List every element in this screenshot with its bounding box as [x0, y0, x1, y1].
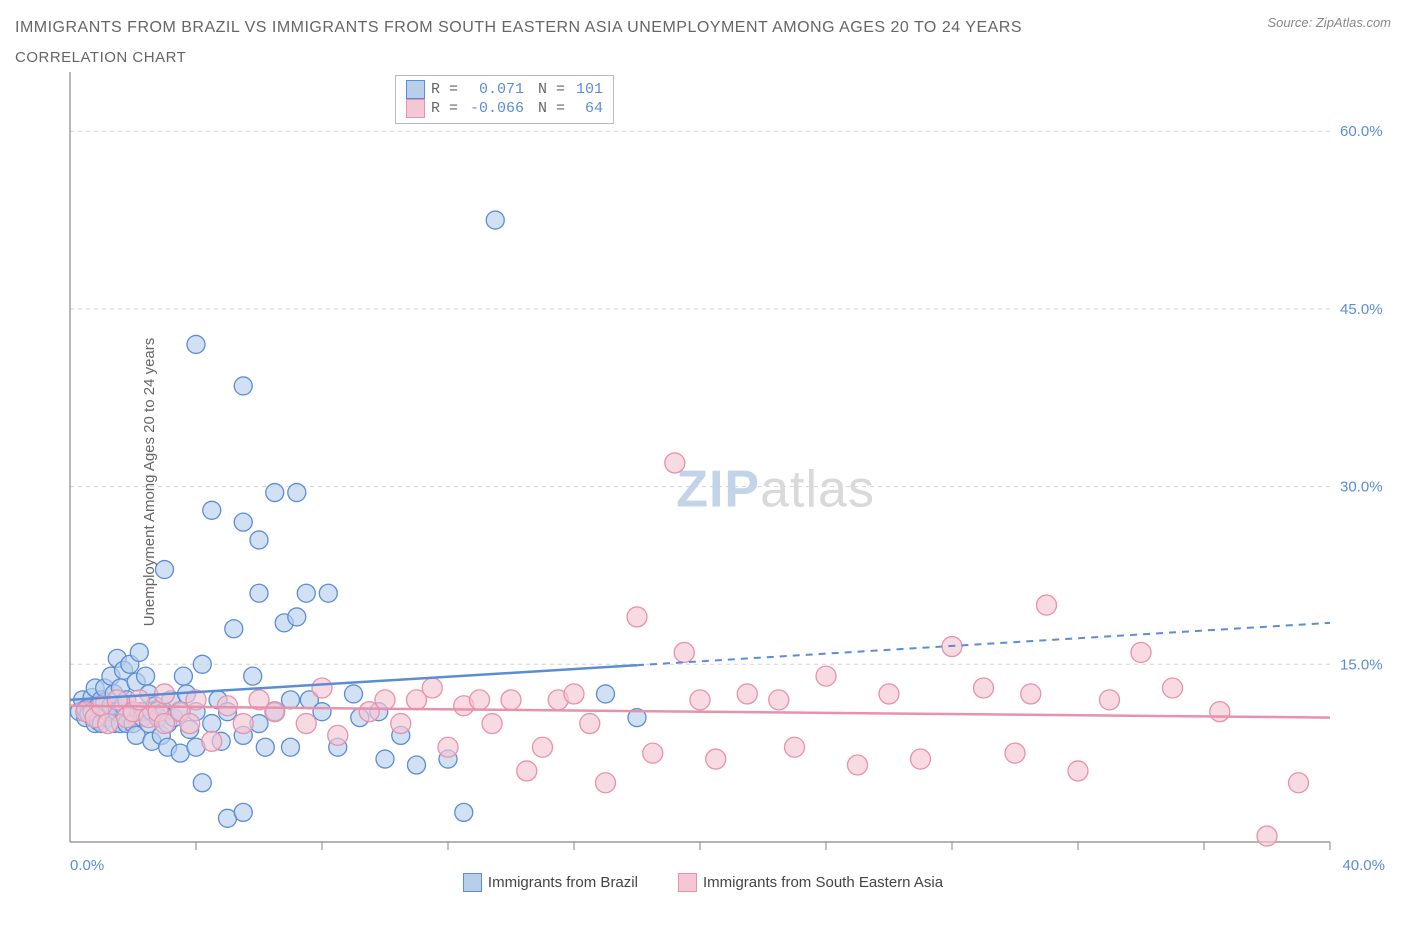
legend-item-series-2: Immigrants from South Eastern Asia: [678, 873, 943, 892]
series-legend: Immigrants from Brazil Immigrants from S…: [15, 873, 1391, 892]
svg-text:30.0%: 30.0%: [1340, 478, 1383, 495]
correlation-legend: R = 0.071 N = 101 R = -0.066 N = 64: [395, 75, 614, 124]
legend-row-series-2: R = -0.066 N = 64: [406, 99, 603, 119]
legend-n-label: N =: [538, 99, 565, 119]
legend-r-label: R =: [431, 99, 458, 119]
svg-text:ZIPatlas: ZIPatlas: [676, 460, 875, 518]
swatch-icon: [678, 873, 697, 892]
legend-r-value-2: -0.066: [464, 99, 524, 119]
swatch-icon: [406, 80, 425, 99]
legend-r-value-1: 0.071: [464, 80, 524, 100]
legend-n-value-2: 64: [571, 99, 603, 119]
scatter-svg: 15.0% 30.0% 45.0% 60.0% ZIPatlas 0.0% 40.0%: [15, 72, 1391, 892]
chart-title: IMMIGRANTS FROM BRAZIL VS IMMIGRANTS FRO…: [15, 15, 1022, 41]
legend-series-2-label: Immigrants from South Eastern Asia: [703, 874, 943, 891]
swatch-icon: [406, 99, 425, 118]
legend-r-label: R =: [431, 80, 458, 100]
legend-item-series-1: Immigrants from Brazil: [463, 873, 638, 892]
legend-n-value-1: 101: [571, 80, 603, 100]
svg-text:40.0%: 40.0%: [1342, 857, 1385, 874]
y-axis-label: Unemployment Among Ages 20 to 24 years: [141, 337, 158, 626]
swatch-icon: [463, 873, 482, 892]
legend-row-series-1: R = 0.071 N = 101: [406, 80, 603, 100]
svg-text:60.0%: 60.0%: [1340, 123, 1383, 140]
svg-text:0.0%: 0.0%: [70, 857, 104, 874]
legend-n-label: N =: [538, 80, 565, 100]
svg-text:45.0%: 45.0%: [1340, 301, 1383, 318]
svg-text:15.0%: 15.0%: [1340, 656, 1383, 673]
source-label: Source: ZipAtlas.com: [1267, 15, 1391, 30]
chart-subtitle: CORRELATION CHART: [15, 49, 1391, 66]
legend-series-1-label: Immigrants from Brazil: [488, 874, 638, 891]
correlation-scatter-chart: Unemployment Among Ages 20 to 24 years R…: [15, 72, 1391, 892]
